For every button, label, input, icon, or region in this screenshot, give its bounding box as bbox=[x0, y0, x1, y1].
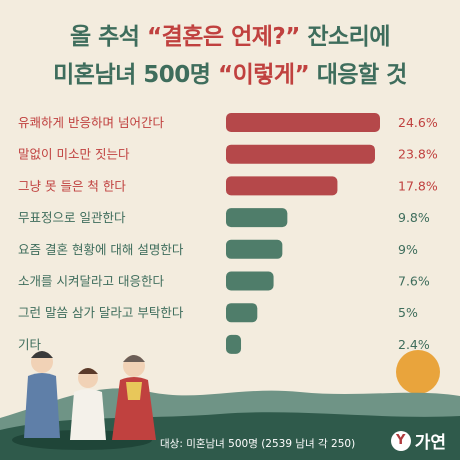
bar bbox=[226, 334, 242, 354]
category-label: 그냥 못 들은 척 한다 bbox=[18, 178, 126, 193]
value-label: 23.8% bbox=[398, 147, 438, 162]
value-label: 5% bbox=[398, 305, 418, 320]
brand-mark-icon: Y bbox=[390, 430, 411, 451]
bar bbox=[226, 271, 274, 291]
headline-line-2-post: 대응할 것 bbox=[309, 62, 408, 88]
value-label: 7.6% bbox=[398, 274, 430, 289]
brand-logo: Y 가연 bbox=[390, 428, 446, 453]
headline-line-1-pre: 올 추석 bbox=[69, 24, 147, 50]
headline-line-2-pre: 미혼남녀 500명 bbox=[53, 62, 218, 88]
moon-icon bbox=[396, 350, 440, 394]
value-label: 17.8% bbox=[398, 178, 438, 193]
headline-line-1: 올 추석 “결혼은 언제?” 잔소리에 bbox=[0, 18, 460, 56]
category-label: 소개를 시켜달라고 대응한다 bbox=[18, 274, 164, 289]
value-label: 24.6% bbox=[398, 115, 438, 130]
category-label: 그런 말씀 삼가 달라고 부탁한다 bbox=[18, 305, 184, 320]
value-label: 9.8% bbox=[398, 210, 430, 225]
bar bbox=[226, 208, 288, 228]
category-label: 무표정으로 일관한다 bbox=[18, 210, 126, 225]
bar bbox=[226, 176, 338, 196]
bar bbox=[226, 239, 283, 259]
value-label: 2.4% bbox=[398, 337, 430, 352]
bar bbox=[226, 144, 375, 164]
headline-quote-1: “결혼은 언제?” bbox=[146, 24, 300, 50]
survey-footnote: 대상: 미혼남녀 500명 (2539 남녀 각 250) bbox=[160, 438, 356, 450]
bar-chart: 유쾌하게 반응하며 넘어간다 24.6% 말없이 미소만 짓는다 23.8% 그냥 못 … bbox=[18, 113, 438, 354]
bar bbox=[226, 303, 258, 323]
category-label: 요즘 결혼 현황에 대해 설명한다 bbox=[18, 242, 184, 257]
bar bbox=[226, 113, 380, 132]
headline-quote-2: “이렇게” bbox=[217, 62, 310, 88]
value-label: 9% bbox=[398, 242, 418, 257]
category-label: 유쾌하게 반응하며 넘어간다 bbox=[18, 115, 164, 130]
brand-name: 가연 bbox=[414, 433, 446, 453]
headline-line-2: 미혼남녀 500명 “이렇게” 대응할 것 bbox=[0, 56, 460, 94]
headline-line-1-post: 잔소리에 bbox=[299, 24, 391, 50]
category-label: 기타 bbox=[18, 337, 42, 352]
headline: 올 추석 “결혼은 언제?” 잔소리에 미혼남녀 500명 “이렇게” 대응할 … bbox=[0, 18, 460, 94]
family-illustration bbox=[12, 351, 156, 450]
category-label: 말없이 미소만 짓는다 bbox=[18, 147, 130, 162]
